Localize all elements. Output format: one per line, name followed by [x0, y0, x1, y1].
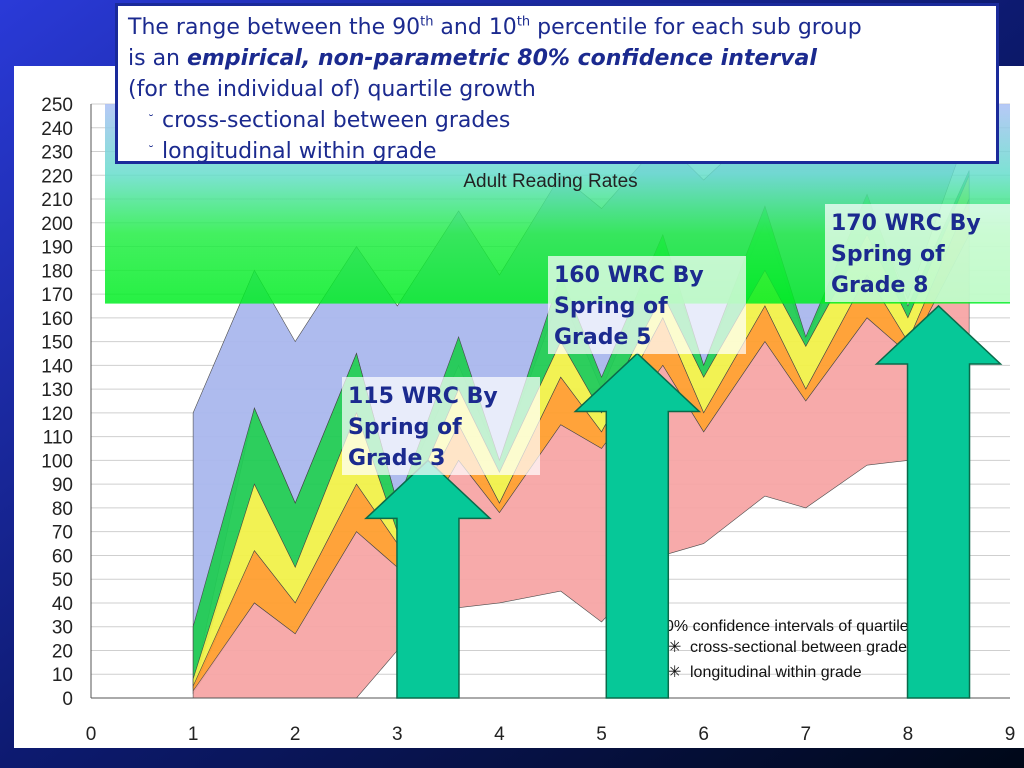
y-tick-label: 20: [52, 641, 73, 662]
bullet-icon: ˘: [148, 144, 154, 158]
axes: 0102030405060708090100110120130140150160…: [41, 95, 1015, 745]
y-tick-label: 220: [41, 166, 73, 187]
target-label-grade-5: 160 WRC By Spring of Grade 5: [548, 256, 746, 354]
x-tick-label: 9: [1005, 724, 1016, 745]
y-tick-label: 210: [41, 190, 73, 211]
callout-bullet-2: ˘ longitudinal within grade: [148, 139, 437, 164]
y-tick-label: 130: [41, 380, 73, 401]
legend-item-longitudinal: longitudinal within grade: [690, 664, 862, 681]
y-tick-label: 60: [52, 546, 73, 567]
y-tick-label: 90: [52, 475, 73, 496]
legend: 0% confidence intervals of quartile ✳ cr…: [665, 618, 909, 681]
y-tick-label: 100: [41, 451, 73, 472]
y-tick-label: 140: [41, 356, 73, 377]
y-tick-label: 240: [41, 119, 73, 140]
y-tick-label: 180: [41, 261, 73, 282]
adult-reading-rates-label: Adult Reading Rates: [463, 171, 637, 192]
callout-line-3: (for the individual of) quartile growth: [128, 77, 536, 102]
y-tick-label: 190: [41, 238, 73, 259]
y-tick-label: 200: [41, 214, 73, 235]
x-tick-label: 6: [698, 724, 709, 745]
bullet-icon: ˘: [148, 113, 154, 127]
legend-star-icon: ✳: [668, 639, 681, 656]
y-tick-label: 160: [41, 309, 73, 330]
x-tick-label: 2: [290, 724, 301, 745]
callout-bullet-1: ˘ cross-sectional between grades: [148, 108, 511, 133]
legend-star-icon: ✳: [668, 664, 681, 681]
x-tick-label: 4: [494, 724, 505, 745]
legend-title: 0% confidence intervals of quartile: [665, 618, 909, 635]
y-tick-label: 250: [41, 95, 73, 116]
y-tick-label: 170: [41, 285, 73, 306]
target-label-grade-8: 170 WRC By Spring of Grade 8: [825, 204, 1015, 302]
up-arrow-icon: [874, 304, 1003, 699]
target-arrows: [364, 304, 1003, 699]
up-arrow-icon: [573, 352, 702, 699]
y-tick-label: 110: [43, 428, 73, 449]
y-tick-label: 70: [52, 523, 73, 544]
legend-item-cross-sectional: cross-sectional between grade: [690, 639, 907, 656]
x-tick-label: 7: [800, 724, 811, 745]
y-tick-label: 120: [41, 404, 73, 425]
explanation-callout: The range between the 90th and 10th perc…: [115, 3, 999, 164]
y-tick-label: 230: [41, 143, 73, 164]
x-tick-label: 5: [596, 724, 607, 745]
y-tick-label: 150: [41, 333, 73, 354]
y-tick-label: 10: [52, 665, 73, 686]
callout-line-1: The range between the 90th and 10th perc…: [128, 14, 862, 40]
x-tick-label: 1: [188, 724, 199, 745]
target-label-grade-3: 115 WRC By Spring of Grade 3: [342, 377, 540, 475]
y-tick-label: 50: [52, 570, 73, 591]
y-tick-label: 40: [52, 594, 73, 615]
up-arrow-icon: [364, 459, 492, 699]
x-tick-label: 3: [392, 724, 403, 745]
x-tick-label: 0: [86, 724, 97, 745]
callout-line-2: is an empirical, non-parametric 80% conf…: [128, 46, 817, 71]
y-tick-label: 0: [62, 689, 73, 710]
y-tick-label: 30: [52, 618, 73, 639]
y-tick-label: 80: [52, 499, 73, 520]
x-tick-label: 8: [903, 724, 914, 745]
